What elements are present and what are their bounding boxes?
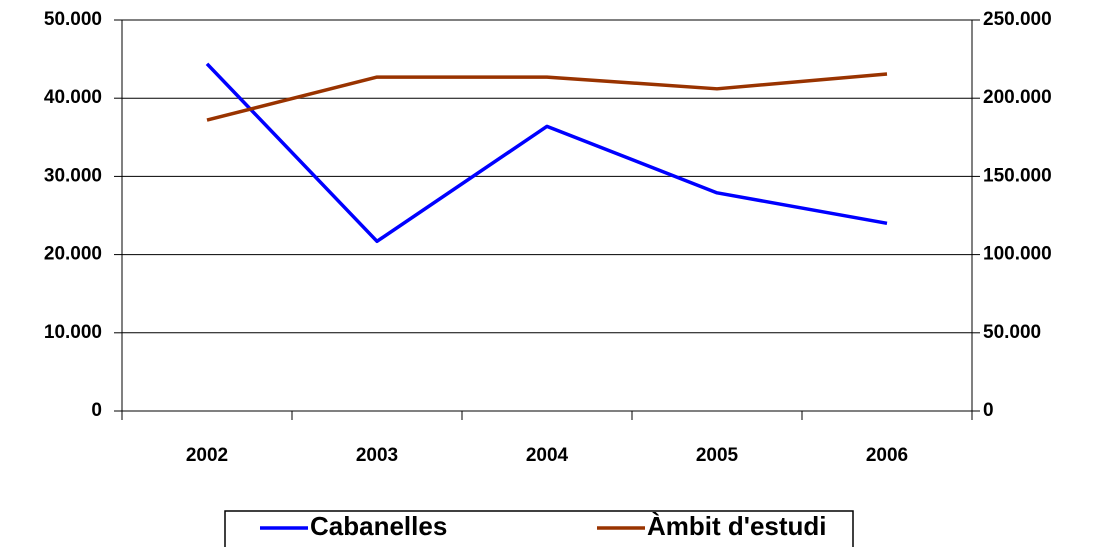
x-tick-label: 2002 <box>186 445 228 466</box>
series-line <box>205 62 888 244</box>
y-tick-label: 20.000 <box>44 244 102 265</box>
y2-tick-label: 0 <box>983 400 994 421</box>
y2-tick-label: 100.000 <box>983 244 1052 265</box>
series-line <box>206 72 888 122</box>
x-tick-label: 2003 <box>356 445 398 466</box>
y-tick-label: 10.000 <box>44 322 102 343</box>
x-tick-label: 2004 <box>526 445 569 466</box>
legend-box <box>224 510 854 547</box>
y-tick-label: 30.000 <box>44 165 102 186</box>
y-tick-label: 0 <box>91 400 102 421</box>
y-tick-label: 50.000 <box>44 9 102 30</box>
y-tick-label: 40.000 <box>44 87 102 108</box>
legend-label: Àmbit d'estudi <box>647 511 827 541</box>
x-tick-label: 2006 <box>866 445 908 466</box>
legend-label: Cabanelles <box>310 511 447 541</box>
y2-tick-label: 200.000 <box>983 87 1052 108</box>
x-tick-label: 2005 <box>696 445 739 466</box>
y2-tick-label: 50.000 <box>983 322 1041 343</box>
y2-tick-label: 150.000 <box>983 165 1052 186</box>
y2-tick-label: 250.000 <box>983 9 1052 30</box>
